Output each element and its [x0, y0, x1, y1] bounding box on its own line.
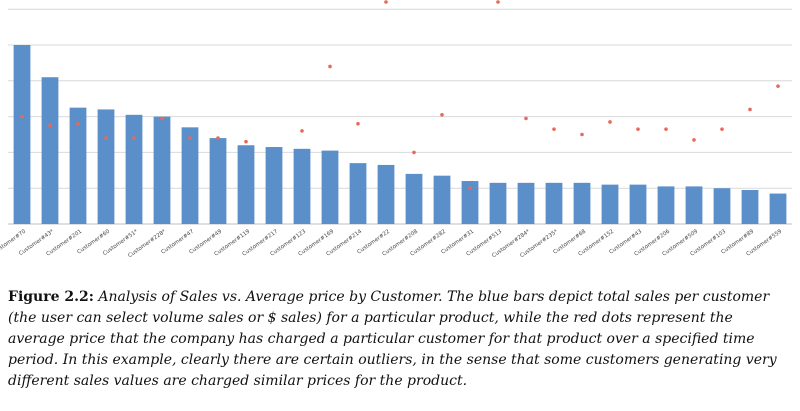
sales-bar — [517, 182, 535, 224]
avg-price-dot — [468, 186, 472, 190]
avg-price-dot — [748, 107, 752, 112]
avg-price-dot — [720, 127, 724, 131]
avg-price-dot — [48, 123, 52, 128]
sales-bar — [461, 181, 479, 224]
sales-bar — [265, 147, 283, 224]
sales-bar — [69, 107, 87, 224]
sales-bar — [545, 182, 563, 224]
avg-price-dot — [216, 136, 220, 140]
sales-bar — [433, 175, 451, 224]
avg-price-dot — [188, 136, 192, 140]
sales-bar — [97, 109, 115, 224]
avg-price-dot — [496, 0, 500, 4]
sales-bar — [293, 148, 311, 224]
sales-bar — [657, 186, 675, 224]
sales-bar — [713, 188, 731, 224]
sales-bar — [237, 145, 255, 224]
avg-price-dot — [580, 132, 584, 137]
avg-price-dot — [524, 116, 528, 121]
sales-bar — [13, 45, 31, 224]
avg-price-dot — [552, 127, 556, 131]
avg-price-dot — [384, 0, 388, 4]
avg-price-dot — [664, 127, 668, 131]
sales-bar — [349, 163, 367, 224]
chart-svg: Customer#70Customer#43*Customer#201Custo… — [0, 0, 792, 259]
avg-price-dot — [244, 139, 248, 144]
sales-bar — [629, 184, 647, 224]
sales-bar — [601, 184, 619, 224]
sales-bar — [573, 182, 591, 224]
avg-price-dot — [412, 150, 416, 155]
avg-price-dot — [692, 138, 696, 142]
sales-bar — [153, 116, 171, 224]
avg-price-dot — [132, 136, 136, 140]
avg-price-dot — [356, 121, 360, 126]
avg-price-dot — [776, 84, 780, 88]
figure-label: Figure 2.2: — [8, 289, 94, 305]
avg-price-dot — [328, 64, 332, 69]
sales-bar — [41, 77, 59, 224]
sales-bar — [321, 150, 339, 224]
avg-price-dot — [160, 116, 164, 121]
sales-bar — [405, 173, 423, 224]
avg-price-dot — [300, 129, 304, 133]
sales-bar — [377, 164, 395, 224]
sales-bar — [685, 186, 703, 224]
avg-price-dot — [104, 136, 108, 140]
avg-price-dot — [20, 114, 24, 119]
sales-vs-price-chart: Customer#70 Customer#43* Customer#201 Custo… — [0, 0, 792, 259]
sales-bar — [741, 189, 759, 224]
avg-price-dot — [608, 120, 612, 124]
sales-bar — [769, 193, 787, 224]
figure-caption: Figure 2.2: Analysis of Sales vs. Averag… — [8, 287, 792, 392]
sales-bar — [125, 114, 143, 224]
sales-bar — [181, 127, 199, 224]
sales-bar — [489, 182, 507, 224]
avg-price-dot — [76, 121, 80, 126]
avg-price-dot — [636, 127, 640, 131]
avg-price-dot — [440, 113, 444, 117]
figure-text: Analysis of Sales vs. Average price by C… — [8, 289, 777, 389]
sales-bar — [209, 138, 227, 224]
